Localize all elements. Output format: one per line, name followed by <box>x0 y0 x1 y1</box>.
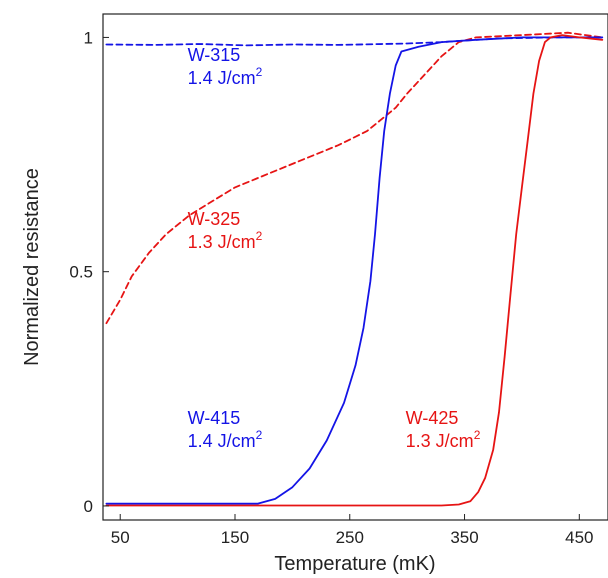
x-tick-label: 450 <box>565 528 593 547</box>
annotation-energy: 1.3 J/cm2 <box>406 428 481 451</box>
series-line-w-415 <box>105 36 604 505</box>
annotation-sample: W-425 <box>406 408 459 428</box>
y-tick-label: 1 <box>84 28 93 47</box>
plot-area <box>102 13 608 521</box>
x-axis-title: Temperature (mK) <box>274 553 435 575</box>
x-tick-label: 350 <box>450 528 478 547</box>
series-layer <box>105 31 604 507</box>
series-line-w-425 <box>105 34 604 507</box>
annotation-energy: 1.4 J/cm2 <box>188 428 263 451</box>
x-tick-label: 250 <box>336 528 364 547</box>
annotation-sample: W-325 <box>188 209 241 229</box>
x-tick-label: 150 <box>221 528 249 547</box>
x-tick-label: 50 <box>111 528 130 547</box>
y-tick-label: 0.5 <box>69 263 93 282</box>
annotation-sample: W-315 <box>188 45 241 65</box>
annotation-sample: W-415 <box>188 408 241 428</box>
annotation-energy: 1.4 J/cm2 <box>188 65 263 88</box>
annotation-energy: 1.3 J/cm2 <box>188 229 263 252</box>
y-tick-label: 0 <box>84 497 93 516</box>
y-axis-title: Normalized resistance <box>21 168 43 366</box>
ticks-layer: 50 150 250 350 450 0 0.5 1 <box>69 28 593 547</box>
